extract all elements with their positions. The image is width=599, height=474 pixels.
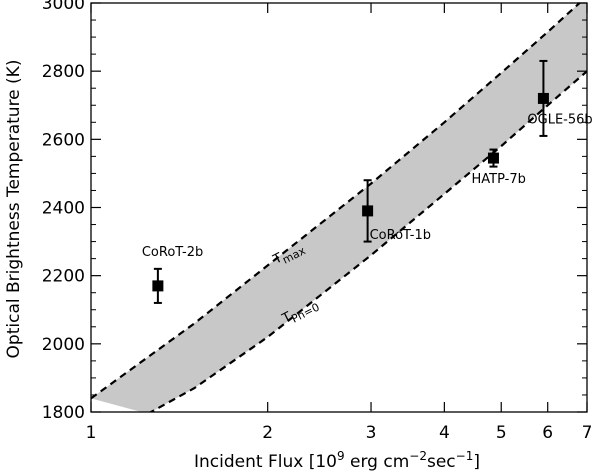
x-axis-title-exp2: −2 — [409, 449, 427, 463]
y-axis-title: Optical Brightness Temperature (K) — [4, 60, 24, 359]
y-tick-label: 2800 — [42, 62, 85, 82]
x-tick-label: 1 — [86, 423, 97, 443]
x-tick-label: 4 — [439, 423, 450, 443]
data-point — [487, 152, 499, 164]
y-tick-label: 1800 — [42, 403, 85, 423]
y-tick-label: 2200 — [42, 267, 85, 287]
x-tick-label: 5 — [496, 423, 507, 443]
x-tick-label: 2 — [262, 423, 273, 443]
y-tick-label: 2600 — [42, 130, 85, 150]
x-axis-title: Incident Flux [109 erg cm−2sec−1] — [194, 449, 480, 472]
y-tick-label: 2400 — [42, 199, 85, 219]
x-axis-title-main: Incident Flux [10 — [194, 452, 337, 472]
x-tick-label: 7 — [582, 423, 593, 443]
tmax-curve — [91, 3, 582, 400]
band-layer — [91, 3, 587, 412]
y-tick-label: 2000 — [42, 335, 85, 355]
points-layer: CoRoT-2b CoRoT-1b HATP-7b OGLE-56b — [142, 59, 593, 304]
x-tick-label: 6 — [542, 423, 553, 443]
data-point — [152, 280, 164, 292]
point-label: OGLE-56b — [527, 112, 592, 127]
x-axis-title-exp3: −1 — [456, 449, 474, 463]
point-label: CoRoT-2b — [142, 245, 203, 260]
data-point — [537, 92, 549, 104]
point-label: CoRoT-1b — [370, 228, 431, 243]
x-axis-title-mid2: sec — [427, 452, 456, 472]
band-fill — [91, 3, 587, 412]
y-tick-label: 3000 — [42, 0, 85, 14]
axes-layer: 1800 2000 2200 2400 2600 2800 3000 1 2 3 4 5 6 7 — [42, 0, 593, 443]
x-tick-label: 3 — [366, 423, 377, 443]
x-axis-title-exp1: 9 — [337, 449, 345, 463]
point-label: HATP-7b — [471, 172, 525, 187]
data-point — [362, 205, 374, 217]
tpn0-curve — [148, 70, 587, 412]
x-axis-title-mid1: erg cm — [345, 452, 410, 472]
x-axis-title-end: ] — [473, 452, 480, 472]
